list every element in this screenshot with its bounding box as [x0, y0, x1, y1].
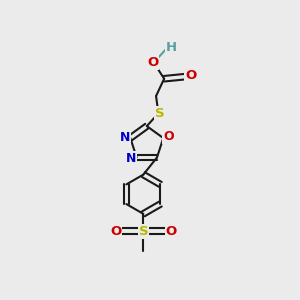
Text: N: N	[126, 152, 136, 165]
Text: O: O	[185, 69, 196, 82]
Text: O: O	[147, 56, 158, 69]
Text: O: O	[166, 225, 177, 238]
Text: S: S	[155, 107, 165, 120]
Text: O: O	[163, 130, 174, 143]
Text: O: O	[110, 225, 121, 238]
Text: N: N	[119, 131, 130, 144]
Text: S: S	[139, 225, 148, 238]
Text: H: H	[166, 41, 177, 54]
